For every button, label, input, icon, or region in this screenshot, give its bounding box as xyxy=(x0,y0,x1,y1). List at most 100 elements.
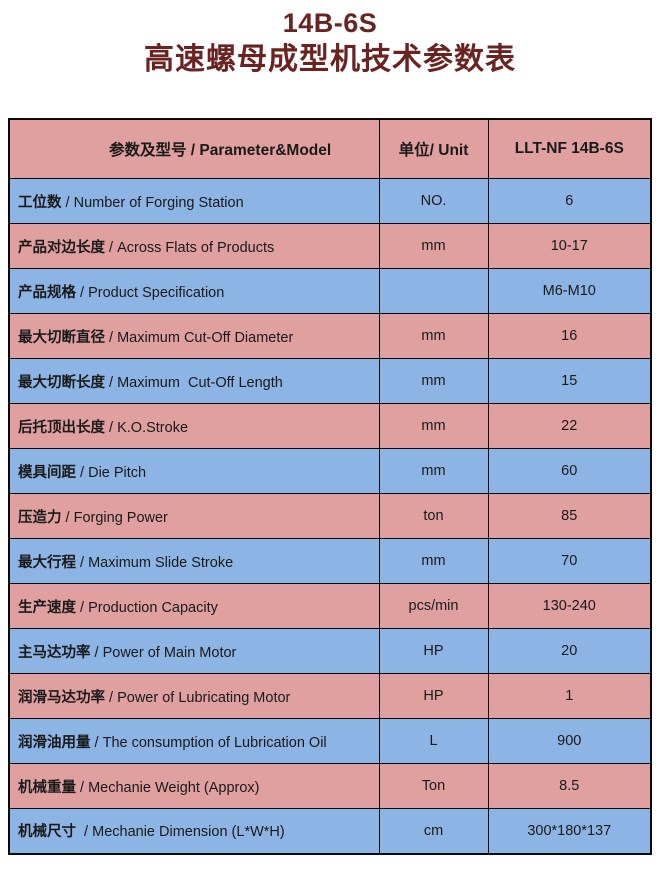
cell-value: M6-M10 xyxy=(487,268,652,314)
cell-unit: mm xyxy=(378,538,489,584)
parameter-label-en: Production Capacity xyxy=(88,599,218,616)
table-row: 产品对边长度 / Across Flats of Products mm 10-17 xyxy=(8,223,652,269)
cell-unit: Ton xyxy=(378,763,489,809)
parameter-label-separator: / xyxy=(90,734,103,751)
parameter-label-zh: 最大切断直径 xyxy=(18,329,105,346)
parameter-label-en: The consumption of Lubrication Oil xyxy=(102,734,327,751)
title-block: 14B-6S 高速螺母成型机技术参数表 xyxy=(0,0,660,80)
table-row: 产品规格 / Product Specification M6-M10 xyxy=(8,268,652,314)
parameter-label-zh: 产品对边长度 xyxy=(18,239,105,256)
parameter-label-en: Power of Main Motor xyxy=(102,644,237,661)
parameter-label-en: Power of Lubricating Motor xyxy=(117,689,291,706)
table-body: 参数及型号 / Parameter&Model 单位/ Unit LLT-NF … xyxy=(8,118,652,854)
cell-value: 130-240 xyxy=(487,583,652,629)
cell-parameter: 压造力 / Forging Power xyxy=(8,493,380,539)
cell-value: 70 xyxy=(487,538,652,584)
parameter-label-en: Maximum Slide Stroke xyxy=(88,554,234,571)
cell-unit: cm xyxy=(378,808,489,854)
header-parameter-en: Parameter&Model xyxy=(199,142,332,159)
parameter-label-en: Mechanie Weight (Approx) xyxy=(88,779,260,796)
parameter-label-en: Number of Forging Station xyxy=(73,194,244,211)
parameter-label-en: Maximum Cut-Off Length xyxy=(117,374,283,391)
cell-unit xyxy=(378,268,489,314)
page-title-model: 14B-6S xyxy=(282,8,378,38)
cell-unit: L xyxy=(378,718,489,764)
parameter-label-separator: / xyxy=(105,329,118,346)
parameter-label-zh: 后托顶出长度 xyxy=(18,419,105,436)
parameter-label-en: K.O.Stroke xyxy=(117,419,189,436)
cell-parameter: 模具间距 / Die Pitch xyxy=(8,448,380,494)
table-row: 最大切断长度 / Maximum Cut-Off Length mm 15 xyxy=(8,358,652,404)
cell-value: 85 xyxy=(487,493,652,539)
parameter-label-zh: 主马达功率 xyxy=(18,644,91,661)
parameter-label-zh: 机械尺寸 xyxy=(18,824,81,841)
cell-unit: ton xyxy=(378,493,489,539)
parameter-label-en: Forging Power xyxy=(73,509,168,526)
header-cell-model: LLT-NF 14B-6S xyxy=(487,118,652,179)
page-title-subtitle: 高速螺母成型机技术参数表 xyxy=(144,43,516,76)
parameter-label-en: Maximum Cut-Off Diameter xyxy=(117,329,294,346)
parameter-label-en: Mechanie Dimension (L*W*H) xyxy=(92,824,285,841)
cell-parameter: 工位数 / Number of Forging Station xyxy=(8,178,380,224)
header-cell-parameter: 参数及型号 / Parameter&Model xyxy=(8,118,380,179)
cell-parameter: 后托顶出长度 / K.O.Stroke xyxy=(8,403,380,449)
table-row: 润滑马达功率 / Power of Lubricating Motor HP 1 xyxy=(8,673,652,719)
table-row: 生产速度 / Production Capacity pcs/min 130-240 xyxy=(8,583,652,629)
parameter-label-separator: / xyxy=(61,509,74,526)
cell-parameter: 最大行程 / Maximum Slide Stroke xyxy=(8,538,380,584)
table-row: 最大切断直径 / Maximum Cut-Off Diameter mm 16 xyxy=(8,313,652,359)
cell-unit: HP xyxy=(378,673,489,719)
table-row: 最大行程 / Maximum Slide Stroke mm 70 xyxy=(8,538,652,584)
cell-value: 300*180*137 xyxy=(487,808,652,854)
table-header-row: 参数及型号 / Parameter&Model 单位/ Unit LLT-NF … xyxy=(8,118,652,179)
parameter-label-separator: / xyxy=(61,194,74,211)
parameter-label-zh: 压造力 xyxy=(18,509,62,526)
parameter-label-separator: / xyxy=(105,689,118,706)
spec-table-container: 参数及型号 / Parameter&Model 单位/ Unit LLT-NF … xyxy=(8,118,652,855)
cell-value: 20 xyxy=(487,628,652,674)
parameter-label-zh: 工位数 xyxy=(18,194,62,211)
header-unit-zh: 单位/ xyxy=(398,142,434,159)
cell-parameter: 机械重量 / Mechanie Weight (Approx) xyxy=(8,763,380,809)
cell-parameter: 最大切断直径 / Maximum Cut-Off Diameter xyxy=(8,313,380,359)
cell-value: 6 xyxy=(487,178,652,224)
cell-unit: mm xyxy=(378,313,489,359)
cell-parameter: 最大切断长度 / Maximum Cut-Off Length xyxy=(8,358,380,404)
cell-unit: mm xyxy=(378,223,489,269)
cell-unit: HP xyxy=(378,628,489,674)
cell-value: 60 xyxy=(487,448,652,494)
table-row: 机械尺寸 / Mechanie Dimension (L*W*H) cm 300*1… xyxy=(8,808,652,854)
parameter-label-en: Product Specification xyxy=(88,284,225,301)
parameter-label-zh: 最大切断长度 xyxy=(18,374,105,391)
cell-parameter: 生产速度 / Production Capacity xyxy=(8,583,380,629)
parameter-label-zh: 模具间距 xyxy=(18,464,76,481)
cell-parameter: 产品规格 / Product Specification xyxy=(8,268,380,314)
table-row: 工位数 / Number of Forging Station NO. 6 xyxy=(8,178,652,224)
cell-parameter: 主马达功率 / Power of Main Motor xyxy=(8,628,380,674)
parameter-label-separator: / xyxy=(76,464,89,481)
parameter-label-separator: / xyxy=(105,374,118,391)
parameter-label-en: Across Flats of Products xyxy=(117,239,275,256)
table-row: 润滑油用量 / The consumption of Lubrication O… xyxy=(8,718,652,764)
cell-unit: mm xyxy=(378,448,489,494)
parameter-label-en: Die Pitch xyxy=(88,464,147,481)
parameter-label-separator: / xyxy=(76,554,89,571)
cell-parameter: 润滑马达功率 / Power of Lubricating Motor xyxy=(8,673,380,719)
table-row: 模具间距 / Die Pitch mm 60 xyxy=(8,448,652,494)
cell-value: 1 xyxy=(487,673,652,719)
parameter-label-zh: 生产速度 xyxy=(18,599,76,616)
parameter-label-separator: / xyxy=(105,239,118,256)
parameter-label-zh: 产品规格 xyxy=(18,284,76,301)
cell-value: 900 xyxy=(487,718,652,764)
specification-table: 参数及型号 / Parameter&Model 单位/ Unit LLT-NF … xyxy=(8,118,652,855)
header-parameter-zh: 参数及型号 xyxy=(108,142,187,159)
parameter-label-separator: / xyxy=(76,599,89,616)
parameter-label-zh: 最大行程 xyxy=(18,554,76,571)
cell-value: 8.5 xyxy=(487,763,652,809)
header-cell-unit: 单位/ Unit xyxy=(378,118,489,179)
cell-parameter: 产品对边长度 / Across Flats of Products xyxy=(8,223,380,269)
cell-value: 22 xyxy=(487,403,652,449)
parameter-label-separator: / xyxy=(80,824,93,841)
cell-unit: NO. xyxy=(378,178,489,224)
